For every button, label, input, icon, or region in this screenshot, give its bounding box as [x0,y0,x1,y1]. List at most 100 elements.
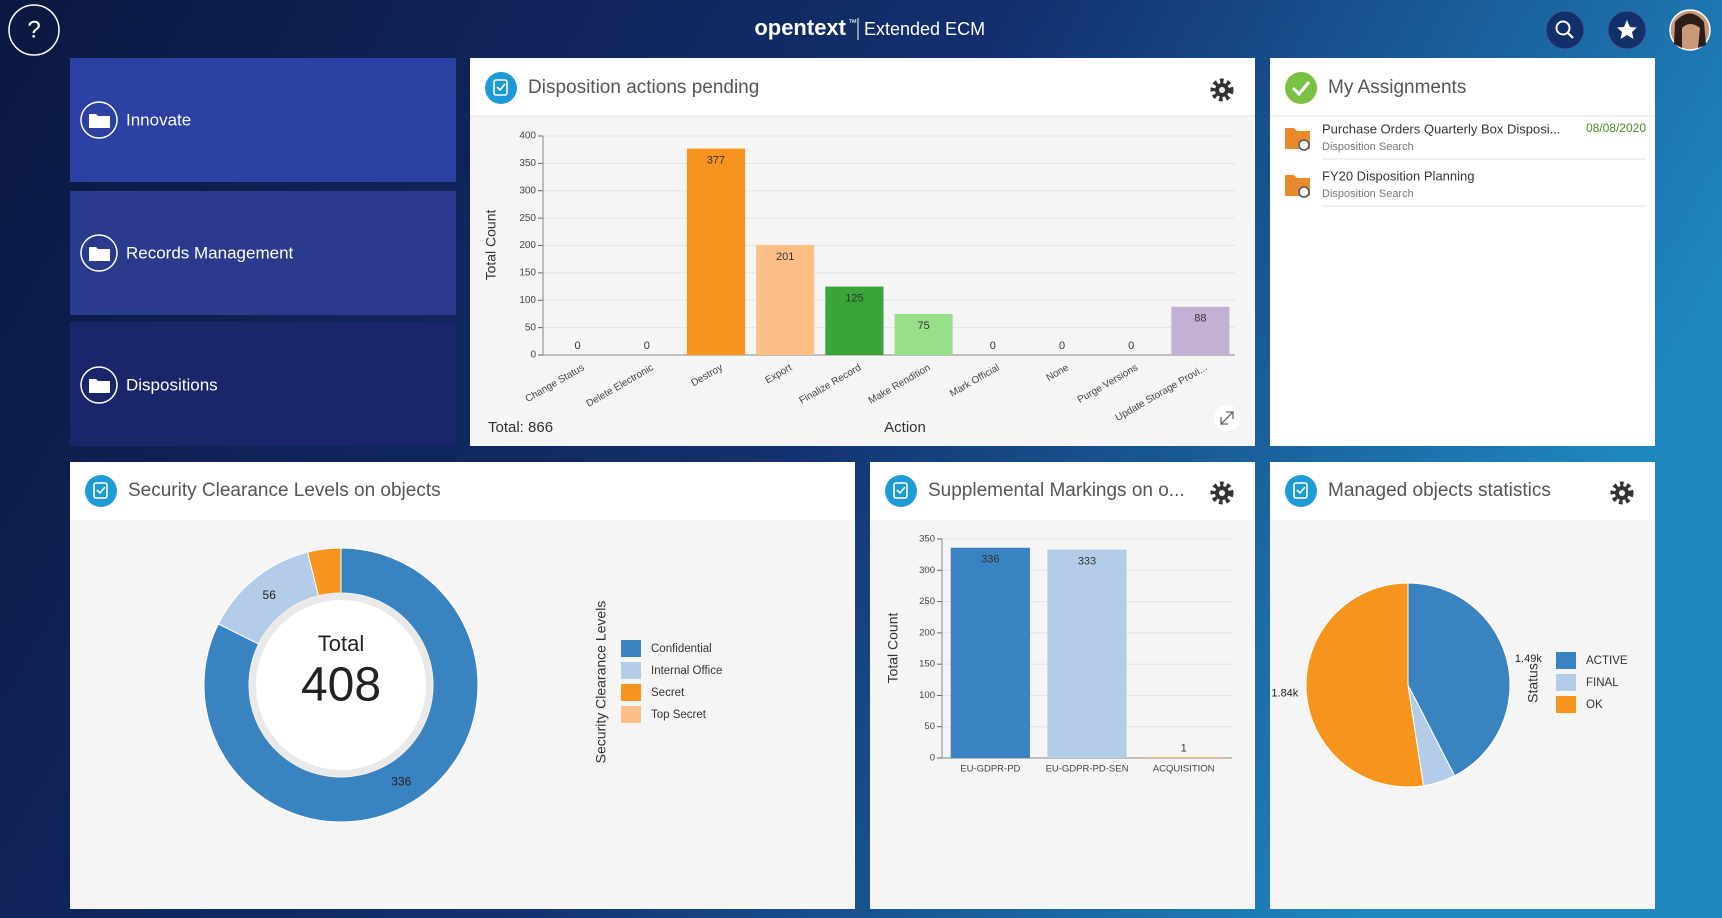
y-tick-label: 0 [530,350,536,361]
y-tick-label: 0 [930,753,935,764]
legend-label: FINAL [1586,677,1619,689]
nav-label[interactable]: Dispositions [126,375,218,394]
legend-label: Internal Office [651,665,722,677]
settings-icon[interactable] [1219,490,1225,496]
data-label: 125 [845,292,863,304]
help-button[interactable] [8,4,60,56]
y-tick-label: 100 [519,295,536,306]
widget-header [1270,462,1655,520]
y-tick-label: 300 [519,185,536,196]
nav-label[interactable]: Innovate [126,110,191,129]
nav-icons [80,101,118,404]
widget-title: Managed objects statistics [1328,480,1551,501]
legend-label: Secret [651,687,685,699]
widget-icon [96,486,106,495]
donut-center [256,600,426,770]
data-label: 336 [391,775,411,789]
settings-icon[interactable] [1210,78,1234,102]
widget-header [470,58,1255,116]
widget-header [870,462,1255,520]
bar [686,148,746,355]
y-tick-label: 350 [919,534,935,545]
y-tick-label: 350 [519,158,536,169]
y-tick-label: 100 [919,690,935,701]
y-tick-label: 50 [924,721,935,732]
x-tick-label: EU-GDPR-PD-SEN [1046,764,1129,775]
assignment-subtitle: Disposition Search [1322,141,1414,153]
data-label: 0 [990,340,996,352]
settings-icon[interactable] [1219,87,1225,93]
y-tick-label: 150 [519,268,536,279]
center-value: 408 [301,659,381,712]
y-axis-label: Total Count [885,612,901,683]
data-label: 75 [917,320,929,332]
nav-label[interactable]: Records Management [126,243,294,262]
data-label: 0 [575,340,581,352]
data-label: 336 [981,554,999,566]
legend-title: Security Clearance Levels [593,601,609,764]
y-tick-label: 250 [919,596,935,607]
widget-title: Disposition actions pending [528,77,759,98]
y-tick-label: 200 [519,240,536,251]
bar [894,313,953,355]
widget-title: My Assignments [1328,77,1466,98]
widget-icon [93,482,108,499]
bar [950,547,1030,758]
data-label: 1 [1181,742,1187,754]
assignments-icon [1285,72,1317,104]
bar [756,244,815,355]
bar [825,286,884,355]
x-tick-label: EU-GDPR-PD [960,764,1020,775]
x-tick-label: ACQUISITION [1153,764,1215,775]
data-label: 0 [644,340,650,352]
legend-swatch [1556,674,1576,691]
widget-panel [470,58,1255,446]
y-tick-label: 50 [525,322,537,333]
trademark: ™ [848,17,857,27]
search-icon[interactable] [1567,32,1574,39]
nav-tile[interactable] [70,322,456,446]
legend-swatch [621,640,641,657]
legend-label: Confidential [651,643,712,655]
assignment-icon [1298,186,1310,198]
widget-title: Supplemental Markings on o... [928,480,1185,501]
assignment-icon [1298,139,1310,151]
assignment-title[interactable]: FY20 Disposition Planning [1322,168,1474,183]
y-tick-label: 250 [519,213,536,224]
widget-icon [896,486,906,495]
total-label: Total: 866 [488,419,553,436]
settings-icon[interactable] [1610,481,1634,505]
nav-tile[interactable] [70,58,456,182]
widget-icon [893,482,908,499]
data-label: 0 [1128,340,1134,352]
widget-header [70,462,855,520]
product-name: Extended ECM [864,19,985,39]
brand: opentext [754,15,846,40]
nav-tile[interactable] [70,191,456,315]
star-icon[interactable] [1617,20,1637,39]
slice [1407,582,1511,777]
legend-label: Top Secret [651,709,707,721]
assignment-subtitle: Disposition Search [1322,188,1414,200]
search-button[interactable] [1545,10,1585,50]
assignment-title[interactable]: Purchase Orders Quarterly Box Disposi... [1322,121,1560,136]
help-icon[interactable]: ? [27,16,40,43]
center-label: Total [318,631,364,656]
search-icon[interactable] [1555,20,1571,36]
data-label: 56 [263,588,277,602]
widget-icon [1296,486,1306,495]
bar [1144,757,1224,758]
settings-icon[interactable] [1619,490,1625,496]
folder-icon-ring [80,366,118,404]
data-label: 377 [707,154,725,166]
y-tick-label: 150 [919,659,935,670]
expand-icon[interactable] [1220,411,1234,425]
folder-icon [89,379,110,393]
legend-swatch [621,684,641,701]
avatar-hair[interactable] [1674,13,1706,49]
settings-icon[interactable] [1210,481,1234,505]
bar [1171,306,1230,355]
folder-icon [89,247,110,261]
